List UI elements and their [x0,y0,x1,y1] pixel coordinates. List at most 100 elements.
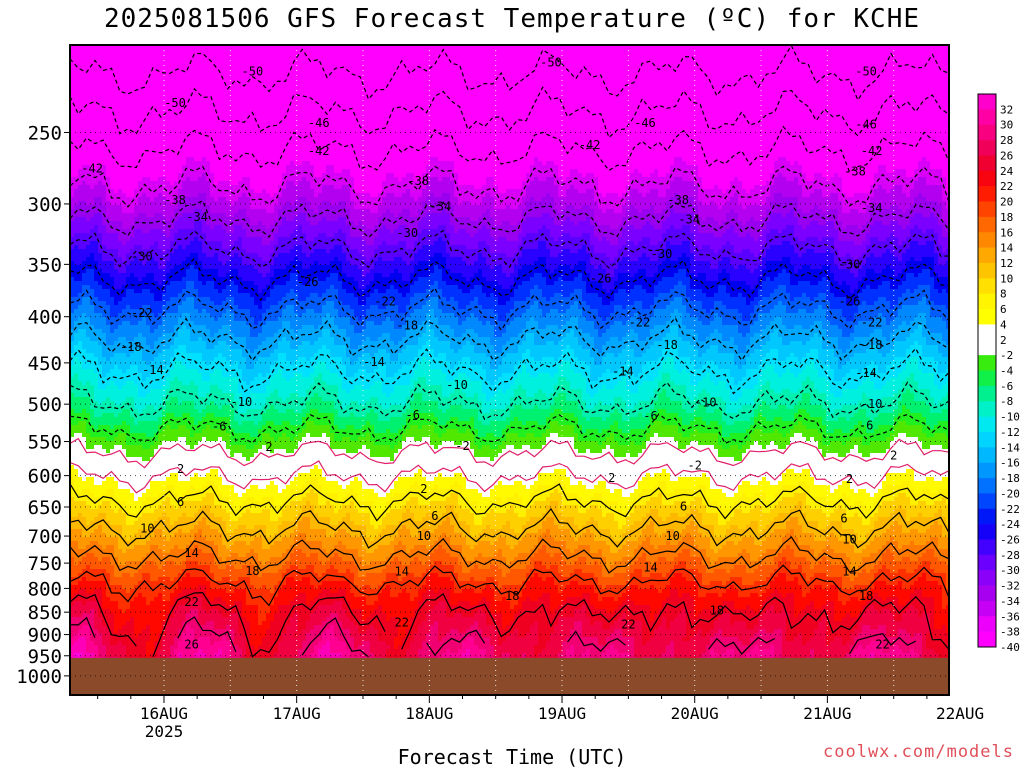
y-tick-label: 600 [28,466,62,488]
isotherm-label-text: -10 [231,395,253,409]
isotherm-label: -42 [308,144,330,158]
colorbar-swatch [978,294,996,310]
isotherm-label-text: -42 [579,138,601,152]
isotherm-label: 14 [394,564,408,578]
colorbar-label: 20 [1000,196,1013,209]
isotherm-label: -34 [678,212,700,226]
isotherm-label: 10 [417,529,431,543]
isotherm-label: 22 [621,617,635,631]
isotherm-label: -42 [81,161,103,175]
colorbar-label: 28 [1000,134,1013,147]
isotherm-label: 14 [184,546,198,560]
isotherm-label-text: -2 [455,439,469,453]
isotherm-label: -6 [406,408,420,422]
isotherm-label: -30 [651,247,673,261]
isotherm-label: -22 [861,316,883,330]
colorbar-swatch [978,186,996,202]
isotherm-label: 22 [875,637,889,651]
colorbar-swatch [978,125,996,141]
colorbar-label: -14 [1000,441,1020,454]
isotherm-label-text: -46 [308,116,330,130]
x-tick-label: 16AUG [140,704,188,723]
colorbar-label: -2 [1000,349,1013,362]
colorbar-swatch [978,278,996,294]
isotherm-label-text: -6 [212,419,226,433]
isotherm-label: 6 [680,499,687,513]
colorbar-swatch [978,616,996,632]
colorbar-swatch [978,539,996,555]
colorbar: 3230282624222018161412108642-2-4-6-8-10-… [978,94,1020,654]
isotherm-label-text: -50 [164,96,186,110]
isotherm-label-text: 14 [184,546,198,560]
colorbar-swatch [978,386,996,402]
isotherm-label: -42 [579,138,601,152]
isotherm-label: -10 [231,395,253,409]
isotherm-label: -14 [142,363,164,377]
isotherm-label-text: -6 [406,408,420,422]
site-credit: coolwx.com/models [823,742,1014,762]
colorbar-swatch [978,371,996,387]
colorbar-label: -30 [1000,564,1020,577]
isotherm-label: 26 [184,637,198,651]
isotherm-label: -50 [242,65,264,79]
isotherm-label-text: -26 [839,295,861,309]
isotherm-label: 2 [420,482,427,496]
x-tick-label: 22AUG [936,704,984,723]
colorbar-swatch [978,432,996,448]
colorbar-swatch [978,601,996,617]
isotherm-label: -50 [540,55,562,69]
isotherm-label-text: -22 [374,295,396,309]
y-tick-label: 800 [28,578,62,600]
isotherm-label-text: -50 [540,55,562,69]
colorbar-label: 32 [1000,103,1013,116]
colorbar-label: 12 [1000,257,1013,270]
colorbar-swatch [978,555,996,571]
isotherm-label-text: 18 [710,603,724,617]
colorbar-label: -4 [1000,365,1014,378]
isotherm-label-text: -14 [142,363,164,377]
isotherm-label: -46 [308,116,330,130]
isotherm-label: -38 [164,193,186,207]
isotherm-label-text: 22 [875,637,889,651]
colorbar-label: -16 [1000,457,1020,470]
x-tick-label: 18AUG [405,704,453,723]
colorbar-swatch [978,524,996,540]
isotherm-label-text: -26 [297,275,319,289]
isotherm-label-text: 2 [846,472,853,486]
colorbar-swatch [978,232,996,248]
isotherm-label: -18 [861,338,883,352]
colorbar-swatch [978,570,996,586]
isotherm-label: 2 [890,449,897,463]
isotherm-label: -14 [855,366,877,380]
isotherm-label-text: -50 [242,65,264,79]
isotherm-label: -26 [297,275,319,289]
isotherm-label: -26 [590,272,612,286]
colorbar-label: 8 [1000,288,1007,301]
isotherm-label: -22 [374,295,396,309]
colorbar-label: -40 [1000,641,1020,654]
y-tick-label: 350 [28,254,62,276]
x-tick-label: 20AUG [671,704,719,723]
isotherm-label: 10 [842,532,856,546]
isotherm-label-text: -50 [855,65,877,79]
isotherm-label-text: 10 [140,522,154,536]
colorbar-swatch [978,586,996,602]
isotherm-label-text: -6 [859,419,873,433]
isotherm-label-text: 2 [608,471,615,485]
colorbar-swatch [978,109,996,125]
isotherm-label: -6 [643,409,657,423]
colorbar-swatch [978,248,996,264]
colorbar-swatch [978,263,996,279]
isotherm-label-text: 6 [840,511,847,525]
isotherm-label-text: -34 [861,201,883,215]
isotherm-label: 18 [859,589,873,603]
isotherm-label: 18 [245,564,259,578]
colorbar-swatch [978,509,996,525]
isotherm-label-text: 18 [245,564,259,578]
isotherm-label: -30 [839,257,861,271]
below-ground-mask [70,658,949,695]
colorbar-label: 22 [1000,180,1013,193]
colorbar-label: 14 [1000,242,1014,255]
